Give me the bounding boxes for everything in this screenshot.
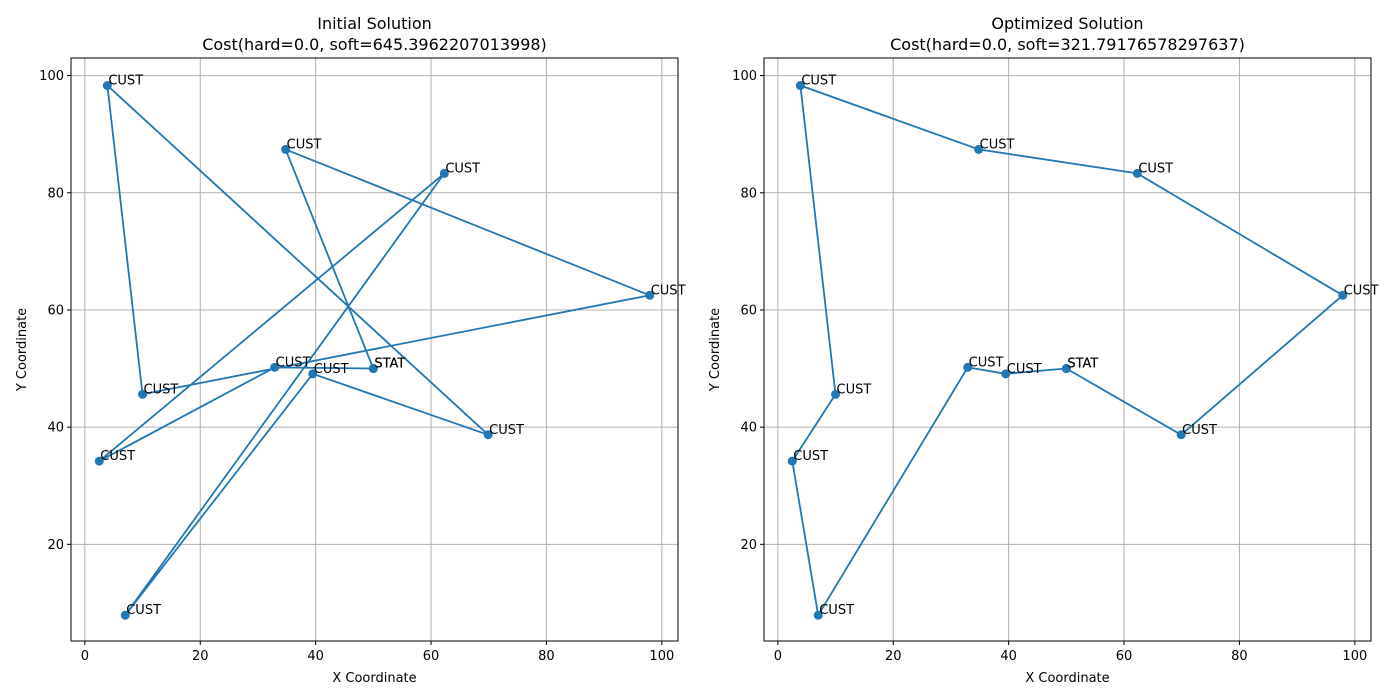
axes-frame [763,57,1372,642]
chart-panel-0: Initial Solution Cost(hard=0.0, soft=645.… [15,14,686,686]
node-marker [645,290,655,300]
chart-subtitle: Cost(hard=0.0, soft=645.3962207013998) [202,35,547,54]
node-label: CUST [651,283,686,298]
y-tick-label: 60 [740,303,757,318]
route-line [791,84,1344,617]
y-tick-label: 40 [740,421,757,436]
node-marker [1132,168,1142,178]
chart-subtitle: Cost(hard=0.0, soft=321.79176578297637) [890,35,1245,54]
node-label: CUST [445,161,480,176]
x-tick-label: 100 [1342,649,1367,664]
y-tick-label: 100 [732,69,757,84]
node-marker [120,610,130,620]
node-label: CUST [1007,362,1042,377]
y-tick-label: 80 [740,186,757,201]
node-marker [138,389,148,399]
node-marker [102,81,112,91]
node-label: STAT [374,357,405,372]
node-label: CUST [108,74,143,89]
x-tick-label: 40 [1000,649,1017,664]
x-tick-label: 0 [774,649,782,664]
node-marker [270,362,280,372]
x-tick-label: 60 [1116,649,1133,664]
x-axis-label: X Coordinate [1025,671,1109,686]
node-label: CUST [126,603,161,618]
y-axis-label: Y Coordinate [708,308,723,392]
node-label: CUST [287,137,322,152]
axes-frame [70,57,679,642]
route-line [98,84,651,617]
y-tick-label: 20 [47,538,64,553]
node-label: CUST [969,355,1004,370]
node-label: CUST [1138,161,1173,176]
node-label: CUST [1182,423,1217,438]
y-axis-label: Y Coordinate [15,308,30,392]
node-marker [1001,369,1011,379]
x-tick-label: 80 [1231,649,1248,664]
node-label: STAT [374,357,405,372]
chart-title: Initial Solution [317,14,432,33]
x-tick-label: 80 [538,649,555,664]
node-marker [368,364,378,374]
node-label: CUST [801,74,836,89]
node-marker [281,144,291,154]
x-tick-label: 20 [885,649,902,664]
node-marker [831,389,841,399]
node-marker [1061,364,1071,374]
node-marker [439,168,449,178]
node-marker [1338,290,1348,300]
node-label: CUST [100,449,135,464]
y-tick-label: 80 [47,186,64,201]
y-tick-label: 40 [47,421,64,436]
node-marker [963,362,973,372]
node-label: STAT [1067,357,1098,372]
node-label: CUST [980,137,1015,152]
node-label: CUST [489,423,524,438]
node-marker [308,369,318,379]
node-marker [94,456,104,466]
x-tick-label: 60 [423,649,440,664]
y-tick-label: 100 [39,69,64,84]
node-label: CUST [819,603,854,618]
node-label: CUST [793,449,828,464]
y-tick-label: 20 [740,538,757,553]
x-tick-label: 40 [307,649,324,664]
node-label: STAT [1067,357,1098,372]
x-tick-label: 0 [81,649,89,664]
y-tick-label: 60 [47,303,64,318]
x-tick-label: 20 [192,649,209,664]
node-marker [787,456,797,466]
node-label: CUST [276,355,311,370]
node-marker [974,144,984,154]
node-marker [1176,430,1186,440]
node-marker [483,430,493,440]
node-label: CUST [837,382,872,397]
node-marker [795,81,805,91]
chart-title: Optimized Solution [991,14,1143,33]
node-marker [813,610,823,620]
x-axis-label: X Coordinate [332,671,416,686]
x-tick-label: 100 [649,649,674,664]
node-label: CUST [1344,283,1379,298]
chart-panel-1: Optimized Solution Cost(hard=0.0, soft=32… [708,14,1379,686]
node-label: CUST [144,382,179,397]
node-label: CUST [314,362,349,377]
